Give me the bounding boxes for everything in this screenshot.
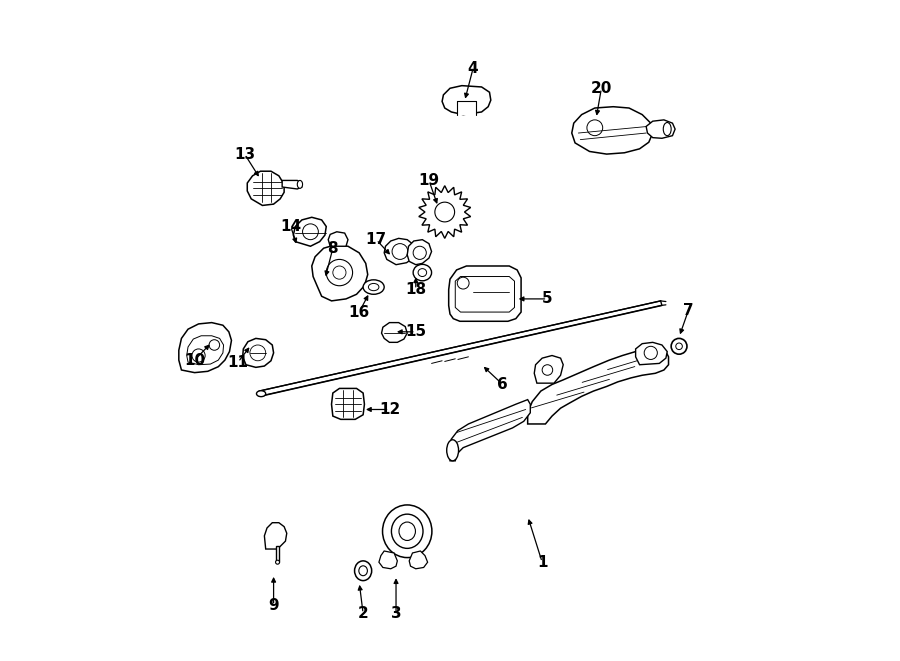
- Text: 19: 19: [418, 173, 439, 188]
- Polygon shape: [527, 349, 669, 424]
- Text: 15: 15: [405, 325, 427, 339]
- Text: 20: 20: [590, 81, 612, 96]
- Ellipse shape: [392, 514, 423, 549]
- Text: 18: 18: [405, 282, 427, 297]
- Text: 2: 2: [357, 606, 368, 621]
- Polygon shape: [293, 217, 327, 247]
- Polygon shape: [449, 400, 530, 461]
- Ellipse shape: [297, 180, 302, 188]
- Polygon shape: [379, 551, 397, 568]
- Text: 13: 13: [234, 147, 256, 161]
- Polygon shape: [179, 323, 231, 373]
- Polygon shape: [248, 171, 284, 206]
- Polygon shape: [276, 547, 279, 563]
- Polygon shape: [456, 103, 476, 114]
- Ellipse shape: [435, 202, 454, 222]
- Polygon shape: [635, 342, 667, 365]
- Polygon shape: [449, 266, 521, 321]
- Ellipse shape: [355, 561, 372, 580]
- Polygon shape: [407, 240, 432, 264]
- Text: 1: 1: [537, 555, 547, 570]
- Polygon shape: [265, 523, 287, 549]
- Text: 16: 16: [348, 305, 370, 319]
- Polygon shape: [328, 232, 348, 247]
- Ellipse shape: [368, 284, 379, 291]
- Ellipse shape: [671, 338, 687, 354]
- Text: 3: 3: [391, 606, 401, 621]
- Polygon shape: [418, 186, 471, 239]
- Polygon shape: [283, 180, 302, 189]
- Text: 10: 10: [184, 352, 205, 368]
- Text: 11: 11: [228, 354, 248, 369]
- Polygon shape: [410, 551, 427, 568]
- Polygon shape: [331, 389, 364, 419]
- Ellipse shape: [256, 391, 266, 397]
- Polygon shape: [243, 338, 274, 368]
- Text: 14: 14: [280, 219, 302, 234]
- Text: 5: 5: [542, 292, 553, 307]
- Polygon shape: [442, 86, 490, 114]
- Text: 7: 7: [683, 303, 694, 318]
- Ellipse shape: [413, 264, 432, 281]
- Ellipse shape: [275, 561, 280, 564]
- Polygon shape: [572, 106, 652, 154]
- Ellipse shape: [446, 440, 459, 461]
- Polygon shape: [535, 356, 563, 383]
- Text: 4: 4: [468, 61, 479, 76]
- Text: 12: 12: [379, 402, 400, 417]
- Ellipse shape: [363, 280, 384, 294]
- Ellipse shape: [663, 122, 671, 136]
- Polygon shape: [646, 120, 675, 138]
- Text: 9: 9: [268, 598, 279, 613]
- Text: 17: 17: [365, 232, 387, 247]
- Polygon shape: [384, 239, 416, 264]
- Text: 6: 6: [498, 377, 508, 392]
- Polygon shape: [311, 245, 368, 301]
- Polygon shape: [382, 323, 407, 342]
- Polygon shape: [259, 301, 662, 397]
- Ellipse shape: [327, 259, 353, 286]
- Ellipse shape: [359, 566, 367, 576]
- Ellipse shape: [418, 268, 427, 276]
- Ellipse shape: [382, 505, 432, 558]
- Text: 8: 8: [328, 241, 338, 256]
